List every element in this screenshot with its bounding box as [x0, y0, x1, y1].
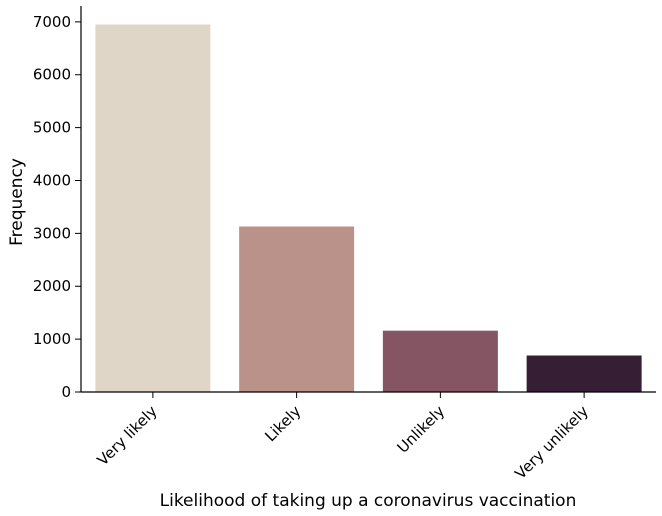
bar-unlikely	[382, 330, 498, 392]
bar-very-unlikely	[526, 355, 642, 392]
x-axis-title: Likelihood of taking up a coronavirus va…	[160, 491, 577, 511]
bar-very-likely	[95, 24, 211, 393]
y-tick-label: 6000	[33, 66, 71, 84]
y-axis-title: Frequency	[7, 158, 27, 246]
x-axis-ticks: Very likely Likely Unlikely Very unlikely	[94, 392, 592, 483]
x-tick-label: Very unlikely	[511, 402, 592, 483]
y-tick-label: 4000	[33, 171, 71, 189]
y-tick-label: 5000	[33, 119, 71, 137]
y-tick-label: 7000	[33, 13, 71, 31]
x-tick-label: Very likely	[94, 402, 161, 469]
y-tick-label: 2000	[33, 277, 71, 295]
y-tick-label: 3000	[33, 224, 71, 242]
bar-likely	[239, 226, 355, 392]
x-tick-label: Unlikely	[394, 402, 449, 457]
bars-group	[95, 24, 642, 393]
y-tick-label: 0	[61, 383, 71, 401]
y-axis-ticks: 0 1000 2000 3000 4000 5000 6000 7000	[33, 13, 81, 401]
x-tick-label: Likely	[261, 402, 304, 445]
y-tick-label: 1000	[33, 330, 71, 348]
